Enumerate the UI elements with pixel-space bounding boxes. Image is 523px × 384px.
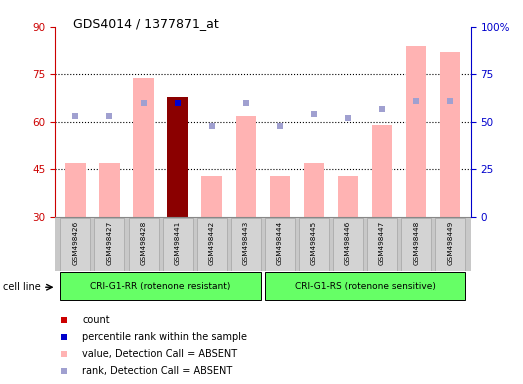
Text: GSM498449: GSM498449 xyxy=(447,220,453,265)
Text: value, Detection Call = ABSENT: value, Detection Call = ABSENT xyxy=(82,349,237,359)
Bar xyxy=(440,52,460,217)
Bar xyxy=(99,163,120,217)
Text: GSM498441: GSM498441 xyxy=(175,220,180,265)
Bar xyxy=(270,176,290,217)
Bar xyxy=(401,218,431,271)
Text: GSM498428: GSM498428 xyxy=(141,220,146,265)
Bar xyxy=(163,218,192,271)
Bar xyxy=(406,46,426,217)
Bar xyxy=(367,218,397,271)
Text: GSM498443: GSM498443 xyxy=(243,220,249,265)
Bar xyxy=(333,218,363,271)
Bar xyxy=(95,218,124,271)
Bar xyxy=(129,218,158,271)
Bar xyxy=(265,272,465,300)
Bar xyxy=(201,176,222,217)
Bar xyxy=(60,272,261,300)
Bar xyxy=(231,218,261,271)
Bar xyxy=(197,218,226,271)
Bar xyxy=(265,218,295,271)
Text: rank, Detection Call = ABSENT: rank, Detection Call = ABSENT xyxy=(82,366,232,376)
Bar xyxy=(235,116,256,217)
Text: GSM498444: GSM498444 xyxy=(277,220,283,265)
Text: percentile rank within the sample: percentile rank within the sample xyxy=(82,332,247,342)
Text: GSM498446: GSM498446 xyxy=(345,220,351,265)
Text: GSM498426: GSM498426 xyxy=(72,220,78,265)
Text: CRI-G1-RR (rotenone resistant): CRI-G1-RR (rotenone resistant) xyxy=(90,282,231,291)
Text: GDS4014 / 1377871_at: GDS4014 / 1377871_at xyxy=(73,17,219,30)
Bar xyxy=(60,218,90,271)
Bar xyxy=(304,163,324,217)
Text: GSM498445: GSM498445 xyxy=(311,220,317,265)
Text: GSM498442: GSM498442 xyxy=(209,220,214,265)
Text: GSM498447: GSM498447 xyxy=(379,220,385,265)
Text: GSM498448: GSM498448 xyxy=(413,220,419,265)
Text: GSM498427: GSM498427 xyxy=(107,220,112,265)
Bar xyxy=(338,176,358,217)
Bar xyxy=(167,97,188,217)
Text: CRI-G1-RS (rotenone sensitive): CRI-G1-RS (rotenone sensitive) xyxy=(294,282,436,291)
Text: cell line: cell line xyxy=(3,282,40,292)
Bar xyxy=(372,125,392,217)
Text: count: count xyxy=(82,314,110,324)
Bar xyxy=(65,163,86,217)
Bar xyxy=(133,78,154,217)
Bar xyxy=(435,218,465,271)
Bar xyxy=(299,218,329,271)
